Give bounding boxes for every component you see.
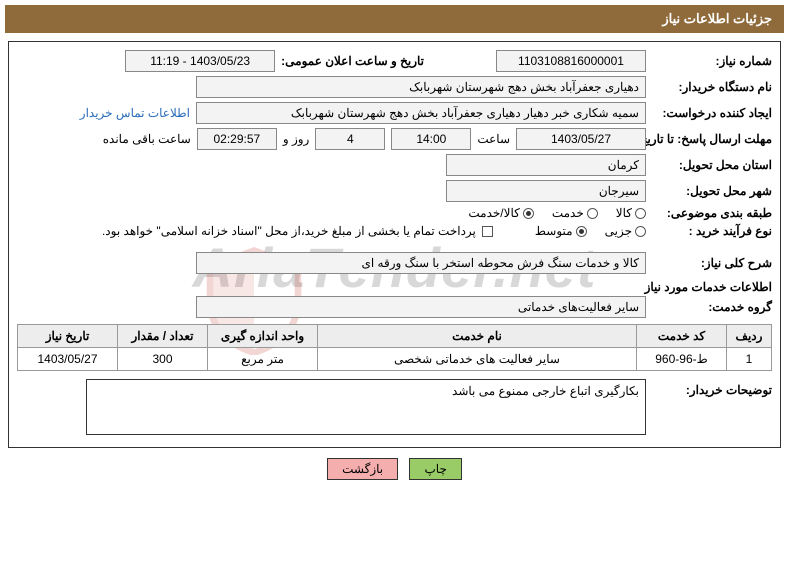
deadline-label: مهلت ارسال پاسخ: تا تاریخ: <box>652 132 772 146</box>
th-date: تاریخ نیاز <box>18 325 118 348</box>
buyer-org-label: نام دستگاه خریدار: <box>652 80 772 94</box>
days-count: 4 <box>315 128 385 150</box>
province-label: استان محل تحویل: <box>652 158 772 172</box>
buyer-notes-label: توضیحات خریدار: <box>652 379 772 397</box>
radio-medium[interactable]: متوسط <box>535 224 587 238</box>
th-code: کد خدمت <box>637 325 727 348</box>
radio-goods[interactable]: کالا <box>616 206 646 220</box>
announce-datetime: 1403/05/23 - 11:19 <box>125 50 275 72</box>
days-and-label: روز و <box>283 132 310 146</box>
service-table: ردیف کد خدمت نام خدمت واحد اندازه گیری ت… <box>17 324 772 371</box>
table-row: 1 ط-96-960 سایر فعالیت های خدماتی شخصی م… <box>18 348 772 371</box>
remaining-label: ساعت باقی مانده <box>103 132 191 146</box>
buyer-org-field: دهیاری جعفرآباد بخش دهج شهرستان شهربابک <box>196 76 646 98</box>
process-label: نوع فرآیند خرید : <box>652 224 772 238</box>
radio-service[interactable]: خدمت <box>552 206 598 220</box>
deadline-time: 14:00 <box>391 128 471 150</box>
city-label: شهر محل تحویل: <box>652 184 772 198</box>
time-label: ساعت <box>477 132 510 146</box>
radio-minor[interactable]: جزیی <box>605 224 646 238</box>
cell-qty: 300 <box>118 348 208 371</box>
cell-code: ط-96-960 <box>637 348 727 371</box>
countdown: 02:29:57 <box>197 128 277 150</box>
cell-row: 1 <box>727 348 772 371</box>
requester-field: سمیه شکاری خبر دهیار دهیاری جعفرآباد بخش… <box>196 102 646 124</box>
need-summary-field: کالا و خدمات سنگ فرش محوطه استخر با سنگ … <box>196 252 646 274</box>
th-name: نام خدمت <box>318 325 637 348</box>
buyer-notes-box: بکارگیری اتباع خارجی ممنوع می باشد <box>86 379 646 435</box>
page-title: جزئیات اطلاعات نیاز <box>662 11 772 26</box>
buyer-contact-link[interactable]: اطلاعات تماس خریدار <box>80 106 190 120</box>
th-unit: واحد اندازه گیری <box>208 325 318 348</box>
need-no-label: شماره نیاز: <box>652 54 772 68</box>
city-field: سیرجان <box>446 180 646 202</box>
service-group-field: سایر فعالیت‌های خدماتی <box>196 296 646 318</box>
cell-name: سایر فعالیت های خدماتی شخصی <box>318 348 637 371</box>
th-qty: تعداد / مقدار <box>118 325 208 348</box>
service-group-label: گروه خدمت: <box>652 300 772 314</box>
cell-unit: متر مربع <box>208 348 318 371</box>
need-no-field: 1103108816000001 <box>496 50 646 72</box>
print-button[interactable]: چاپ <box>409 458 461 480</box>
radio-both[interactable]: کالا/خدمت <box>468 206 533 220</box>
back-button[interactable]: بازگشت <box>327 458 398 480</box>
form-container: شماره نیاز: 1103108816000001 تاریخ و ساع… <box>8 41 781 448</box>
th-row: ردیف <box>727 325 772 348</box>
requester-label: ایجاد کننده درخواست: <box>652 106 772 120</box>
deadline-date: 1403/05/27 <box>516 128 646 150</box>
cell-date: 1403/05/27 <box>18 348 118 371</box>
announce-label: تاریخ و ساعت اعلان عمومی: <box>281 54 424 68</box>
treasury-note: پرداخت تمام یا بخشی از مبلغ خرید،از محل … <box>102 224 476 238</box>
page-header: جزئیات اطلاعات نیاز <box>5 5 784 33</box>
treasury-checkbox[interactable] <box>482 226 493 237</box>
service-info-heading: اطلاعات خدمات مورد نیاز <box>17 280 772 294</box>
province-field: کرمان <box>446 154 646 176</box>
need-summary-label: شرح کلی نیاز: <box>652 256 772 270</box>
category-label: طبقه بندی موضوعی: <box>652 206 772 220</box>
